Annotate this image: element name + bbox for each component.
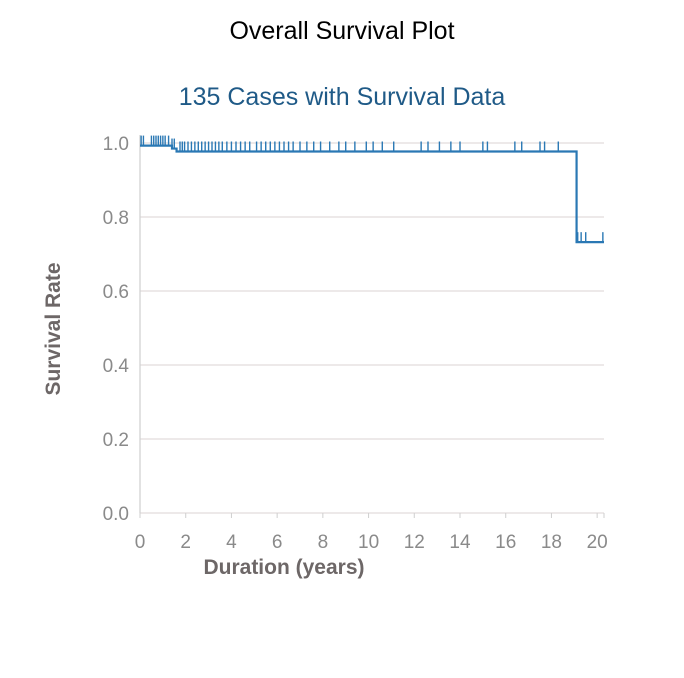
y-tick-label: 0.8 <box>103 208 129 229</box>
x-tick-label: 4 <box>226 532 237 553</box>
axes <box>139 135 605 518</box>
x-tick-label: 20 <box>587 532 608 553</box>
x-tick-label: 6 <box>272 532 283 553</box>
x-tick-label: 0 <box>135 532 146 553</box>
y-tick-label: 0.4 <box>103 356 130 377</box>
x-tick-label: 12 <box>404 532 425 553</box>
x-tick-label: 2 <box>180 532 191 553</box>
x-tick-label: 14 <box>449 532 471 553</box>
x-axis-label: Duration (years) <box>203 556 364 579</box>
y-axis-ticks: 0.0 0.2 0.4 0.6 0.8 1.0 <box>103 134 130 525</box>
grid-lines <box>140 142 604 514</box>
x-tick-label: 18 <box>541 532 562 553</box>
y-tick-label: 0.2 <box>103 430 129 451</box>
chart-subtitle: 135 Cases with Survival Data <box>179 83 506 111</box>
survival-step-line <box>140 144 604 244</box>
chart-title: Overall Survival Plot <box>229 17 454 45</box>
x-tick-label: 16 <box>495 532 516 553</box>
y-tick-label: 0.0 <box>103 504 129 525</box>
x-tick-label: 8 <box>318 532 329 553</box>
survival-curve <box>140 135 604 244</box>
x-axis-ticks: 0 2 4 6 8 10 12 14 16 18 20 <box>135 513 608 553</box>
y-tick-label: 0.6 <box>103 282 129 303</box>
y-axis-label: Survival Rate <box>42 262 65 395</box>
y-tick-label: 1.0 <box>103 134 129 155</box>
x-tick-label: 10 <box>358 532 379 553</box>
